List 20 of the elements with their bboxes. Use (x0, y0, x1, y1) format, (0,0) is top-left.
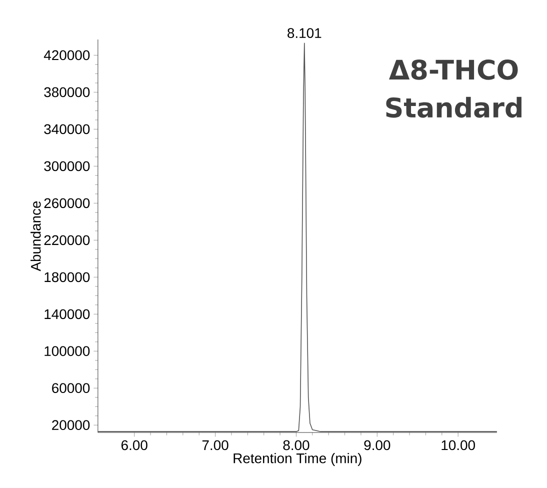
x-tick-label: 10.00 (442, 440, 475, 450)
text: Δ8-THCO Standard (386, 60, 522, 118)
y-tick-label: 100000 (44, 346, 90, 356)
y-tick-label: 140000 (44, 309, 90, 320)
x-tick-label: 7.00 (202, 440, 228, 450)
y-axis-title: Abundance (30, 201, 41, 272)
y-tick-label: 220000 (44, 235, 90, 246)
y-tick-label: 180000 (44, 272, 90, 282)
x-tick-label: 9.00 (364, 440, 390, 450)
x-tick-label: 6.00 (121, 440, 148, 450)
annotation: 8.101 (288, 28, 322, 38)
y-tick-label: 260000 (44, 198, 90, 208)
y-tick-label: 380000 (44, 87, 90, 98)
y-tick-label: 20000 (52, 420, 90, 430)
y-tick-label: 300000 (44, 161, 90, 172)
y-tick-label: 340000 (44, 124, 90, 134)
y-tick-label: 60000 (52, 383, 90, 394)
x-axis-title: Retention Time (min) (234, 452, 362, 466)
y-tick-label: 420000 (44, 50, 90, 60)
x-tick-label: 8.00 (283, 440, 310, 450)
